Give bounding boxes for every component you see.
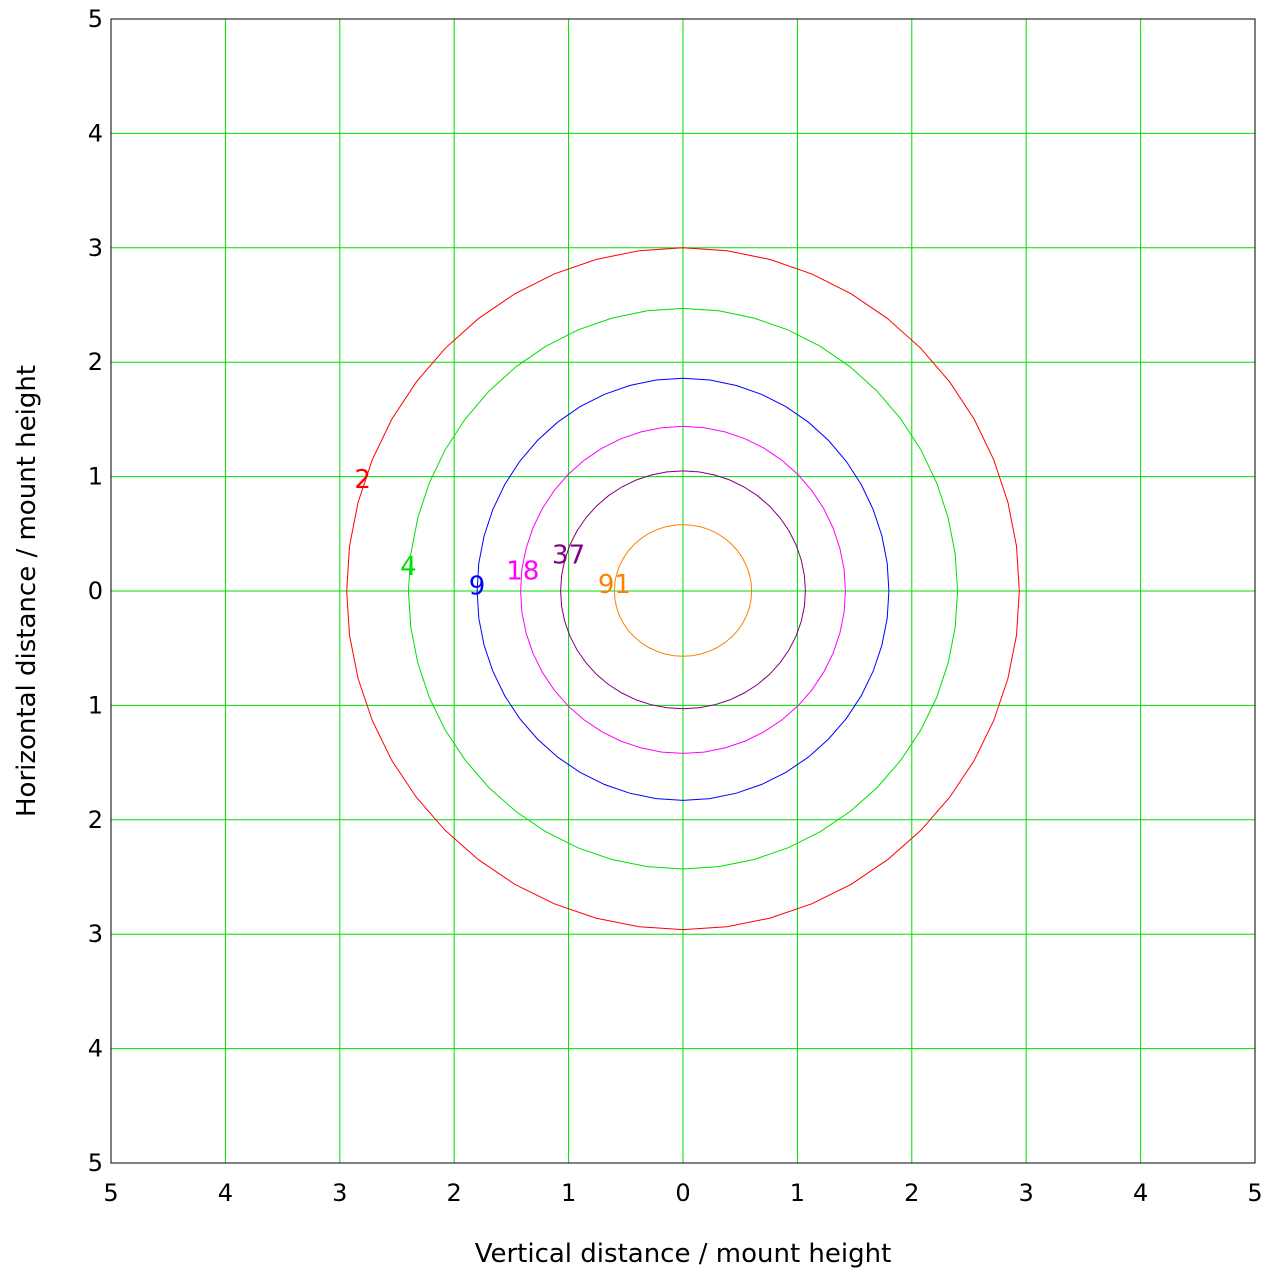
contour-label-18: 18	[506, 556, 539, 586]
contour-9	[476, 377, 890, 801]
y-tick-label-3: 2	[88, 806, 103, 834]
x-tick-label-9: 4	[1133, 1179, 1148, 1207]
contour-label-2: 2	[354, 465, 371, 495]
x-tick-label-6: 1	[790, 1179, 805, 1207]
contour-37	[560, 470, 806, 710]
x-tick-label-7: 2	[904, 1179, 919, 1207]
y-tick-label-0: 5	[88, 1149, 103, 1177]
x-tick-label-1: 4	[218, 1179, 233, 1207]
x-tick-label-4: 1	[561, 1179, 576, 1207]
x-tick-label-10: 5	[1247, 1179, 1262, 1207]
y-tick-label-6: 1	[88, 463, 103, 491]
x-axis-label: Vertical distance / mount height	[475, 1239, 892, 1269]
x-tick-label-8: 3	[1019, 1179, 1034, 1207]
y-tick-label-10: 5	[88, 5, 103, 33]
y-tick-label-8: 3	[88, 234, 103, 262]
contour-label-4: 4	[400, 552, 417, 582]
x-tick-label-5: 0	[675, 1179, 690, 1207]
y-tick-label-1: 4	[88, 1035, 103, 1063]
contour-labels: 2 4 9 18 37 91	[354, 465, 631, 601]
y-tick-label-4: 1	[88, 691, 103, 719]
x-tick-label-0: 5	[103, 1179, 118, 1207]
plot-frame	[110, 18, 1256, 1164]
contour-label-9: 9	[469, 571, 486, 601]
contour-label-91: 91	[598, 570, 631, 600]
x-tick-label-2: 3	[332, 1179, 347, 1207]
grid	[110, 18, 1256, 1164]
y-tick-labels: 5 4 3 2 1 0 1 2 3 4 5	[88, 5, 103, 1177]
contour-18	[520, 425, 846, 754]
y-tick-label-7: 2	[88, 348, 103, 376]
y-tick-label-9: 4	[88, 119, 103, 147]
y-tick-label-2: 3	[88, 920, 103, 948]
y-tick-label-5: 0	[88, 577, 103, 605]
y-axis-label: Horizontal distance / mount height	[12, 365, 42, 817]
contours	[346, 247, 1020, 931]
contour-label-37: 37	[552, 540, 585, 570]
contour-4	[407, 307, 959, 870]
x-tick-label-3: 2	[447, 1179, 462, 1207]
contour-2	[346, 247, 1020, 931]
contour-91	[613, 524, 753, 657]
x-tick-labels: 5 4 3 2 1 0 1 2 3 4 5	[103, 1179, 1262, 1207]
